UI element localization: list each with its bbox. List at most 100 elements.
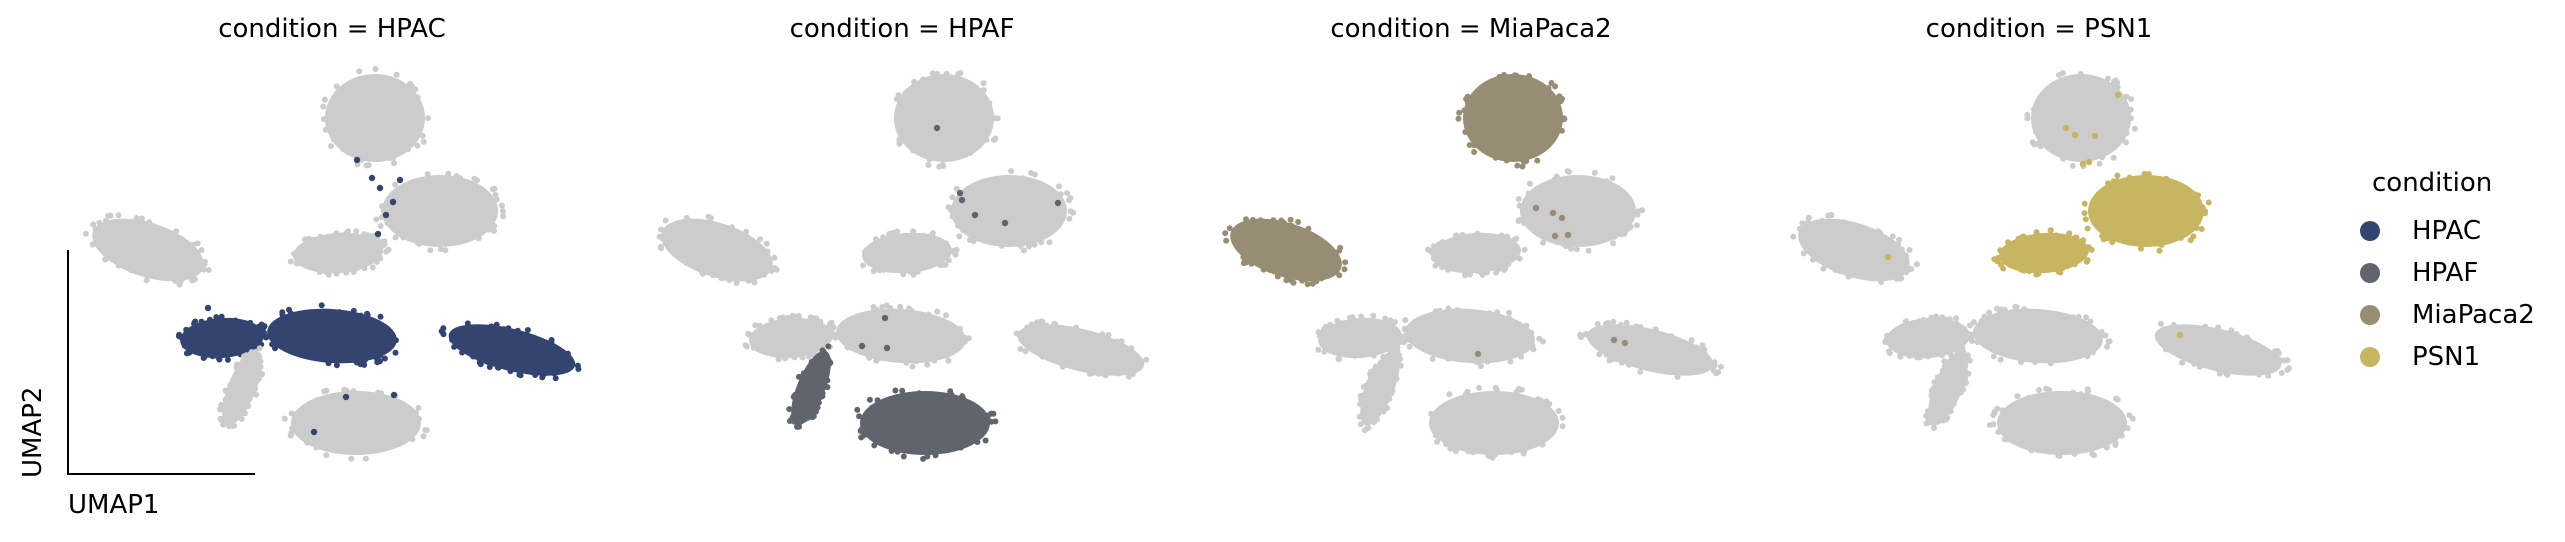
cell-point (830, 331, 837, 337)
cell-point (2224, 371, 2231, 378)
cell-point (507, 368, 514, 375)
cell-point (1446, 239, 1453, 246)
cell-point (812, 408, 819, 415)
cell-point (1711, 362, 1718, 369)
cell-point (446, 238, 453, 245)
cell-point (548, 339, 555, 346)
cluster-streak (1356, 344, 1404, 434)
cell-point (2036, 102, 2043, 109)
cell-point (925, 311, 932, 318)
cell-point (384, 219, 391, 226)
cluster-upper-right (945, 168, 1077, 254)
cell-point (2064, 263, 2071, 270)
cell-point (1506, 309, 1512, 316)
cell-point (488, 360, 494, 367)
cell-point (858, 342, 866, 350)
cell-point (388, 220, 395, 227)
cell-point (487, 214, 494, 221)
cell-point (245, 403, 252, 410)
cell-point (440, 331, 447, 338)
cell-point (379, 242, 386, 249)
cell-point (2158, 333, 2165, 339)
cell-point (762, 263, 768, 270)
cell-point (495, 364, 502, 371)
cell-point (854, 406, 861, 413)
cell-point (2113, 83, 2120, 90)
cell-point (1389, 387, 1396, 394)
cell-point (1886, 350, 1893, 356)
cell-point (2157, 320, 2164, 327)
cell-point (476, 228, 483, 235)
cell-point (786, 352, 793, 359)
cell-point (1028, 321, 1035, 328)
cell-point (952, 344, 959, 351)
cell-point (883, 302, 890, 309)
cell-point (1930, 419, 1937, 426)
cell-point (389, 155, 396, 162)
cell-point (1401, 326, 1408, 333)
cell-point (2215, 324, 2222, 331)
cell-point (96, 219, 103, 226)
cell-point (824, 384, 831, 391)
cell-point (2196, 363, 2203, 370)
cell-point (1999, 256, 2006, 263)
panel-title-hpac: condition = HPAC (218, 14, 446, 44)
cell-point (1385, 396, 1392, 403)
cell-point (1018, 336, 1025, 343)
cell-point (561, 364, 568, 371)
cell-point (964, 437, 971, 444)
cell-point (2099, 154, 2106, 161)
cell-point (1367, 368, 1374, 375)
cell-point (896, 140, 903, 147)
cell-point (1380, 353, 1387, 360)
cell-point (1031, 241, 1038, 248)
cell-point (342, 393, 350, 401)
cell-point (819, 393, 826, 400)
cluster-band-mid (258, 302, 399, 369)
cell-point (344, 148, 351, 155)
cell-point (140, 220, 147, 227)
cell-point (1432, 262, 1439, 269)
cell-point (1947, 358, 1954, 365)
cell-point (1953, 320, 1960, 327)
cell-point (2008, 309, 2015, 316)
cell-point (1017, 243, 1024, 249)
cell-point (957, 325, 964, 332)
cell-point (1884, 332, 1891, 339)
cell-point (910, 146, 917, 153)
cell-point (198, 247, 205, 253)
cell-point (961, 338, 968, 345)
cell-point (970, 84, 977, 91)
cell-point (1594, 321, 1601, 327)
legend-marker-hpaf (2360, 263, 2380, 283)
cell-point (452, 331, 459, 338)
cell-point (2157, 176, 2163, 183)
cell-point (883, 344, 891, 352)
cell-point (761, 253, 768, 259)
panel-psn1 (1790, 70, 2292, 459)
cell-point (1336, 247, 1343, 254)
cell-point (968, 232, 975, 239)
cell-point (89, 241, 96, 248)
cell-point (2071, 261, 2078, 268)
cell-point (1052, 321, 1058, 328)
cell-point (1800, 250, 1807, 257)
cell-point (499, 202, 505, 209)
cell-point (925, 162, 932, 168)
cell-point (955, 222, 962, 229)
cell-point (2141, 170, 2148, 177)
cell-point (967, 149, 974, 156)
cell-point (413, 419, 420, 426)
cell-point (423, 239, 430, 246)
cell-point (82, 230, 89, 237)
cell-point (491, 205, 498, 211)
cell-point (1336, 356, 1343, 363)
cell-point (1573, 246, 1580, 253)
cluster-band-left (742, 312, 842, 363)
cell-point (373, 216, 380, 223)
cell-point (113, 220, 120, 227)
legend-marker-hpac (2360, 221, 2380, 241)
cell-point (1549, 209, 1557, 217)
cluster-band-right (2154, 320, 2292, 379)
cell-point (2126, 178, 2133, 185)
